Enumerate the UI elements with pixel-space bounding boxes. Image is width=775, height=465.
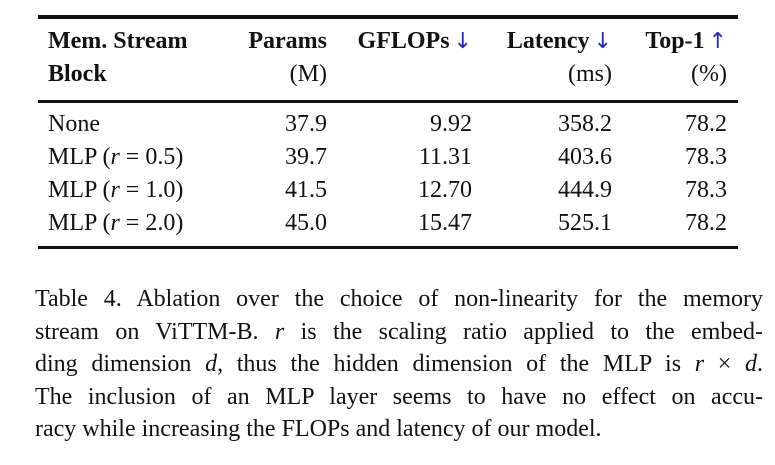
table-row: MLP (r = 0.5) 39.7 11.31 403.6 78.3: [38, 141, 738, 174]
label-text: = 0.5): [119, 144, 184, 170]
cell-block-label: MLP (r = 1.0): [38, 174, 238, 207]
cell-top1: 78.3: [685, 144, 727, 170]
cell-gflops: 9.92: [430, 111, 472, 137]
label-text: None: [48, 111, 100, 137]
cell-latency: 403.6: [558, 144, 612, 170]
caption-line: ding dimension d, thus the hidden dimens…: [35, 348, 763, 381]
table-caption: Table 4. Ablation over the choice of non…: [35, 283, 763, 446]
label-text: MLP (: [48, 177, 111, 203]
cell-params: 45.0: [238, 207, 327, 249]
table-row: MLP (r = 1.0) 41.5 12.70 444.9 78.3: [38, 174, 738, 207]
caption-math-var: r: [694, 351, 705, 378]
col-header-top1: Top-1 ↑: [612, 17, 738, 58]
cell-top1: 78.2: [685, 111, 727, 137]
label-text: MLP (: [48, 210, 111, 236]
col-header-latency-label: Latency: [506, 28, 590, 54]
col-header-mem-stream-label: Mem. Stream: [48, 28, 188, 54]
caption-math-var: r: [274, 318, 285, 345]
caption-text: , thus the hidden dimension of the MLP i…: [217, 351, 695, 378]
cell-top1: 78.2: [612, 207, 738, 249]
up-arrow-icon: ↑: [708, 29, 727, 54]
caption-line: stream on ViTTM-B. r is the scaling rati…: [35, 316, 763, 349]
caption-text: ding dimension: [35, 351, 206, 378]
down-arrow-icon: ↓: [453, 29, 472, 54]
col-header-block: Block: [38, 58, 238, 103]
caption-text: Table 4. Ablation over the choice of non…: [35, 286, 763, 312]
table-row: MLP (r = 2.0) 45.0 15.47 525.1 78.2: [38, 207, 738, 249]
label-var: r: [110, 144, 120, 170]
caption-text: racy while increasing the FLOPs and late…: [35, 416, 602, 443]
cell-top1: 78.3: [685, 177, 727, 203]
cell-block-label: MLP (r = 0.5): [38, 141, 238, 174]
ablation-table: Mem. Stream Params GFLOPs ↓ Latency ↓ Top-…: [38, 15, 738, 249]
cell-latency: 358.2: [558, 111, 612, 137]
cell-gflops: 11.31: [418, 144, 472, 170]
cell-latency: 525.1: [472, 207, 612, 249]
caption-line: Table 4. Ablation over the choice of non…: [35, 283, 763, 316]
caption-times-operator: ×: [704, 351, 746, 378]
params-unit: (M): [238, 58, 327, 103]
cell-params: 41.5: [285, 177, 327, 203]
header-row-1: Mem. Stream Params GFLOPs ↓ Latency ↓ Top-…: [38, 17, 738, 58]
col-header-params-label: Params: [248, 28, 327, 54]
col-header-params: Params: [238, 17, 327, 58]
cell-block-label: None: [38, 102, 238, 142]
caption-line: The inclusion of an MLP layer seems to h…: [35, 381, 763, 414]
label-var: r: [110, 210, 120, 236]
col-header-mem-stream: Mem. Stream: [38, 17, 238, 58]
cell-gflops: 12.70: [418, 177, 472, 203]
caption-text: stream on ViTTM-B.: [35, 318, 275, 345]
caption-text: The inclusion of an MLP layer seems to h…: [35, 383, 763, 410]
cell-gflops: 15.47: [327, 207, 472, 249]
gflops-unit-empty: [327, 58, 472, 103]
header-row-2: Block (M) (ms) (%): [38, 58, 738, 103]
caption-math-var: d: [205, 351, 218, 378]
col-header-latency: Latency ↓: [472, 17, 612, 58]
top1-unit: (%): [612, 58, 738, 103]
label-text: = 2.0): [119, 210, 184, 236]
cell-params: 39.7: [285, 144, 327, 170]
caption-text: .: [757, 351, 764, 378]
cell-latency: 444.9: [558, 177, 612, 203]
table-row: None 37.9 9.92 358.2 78.2: [38, 102, 738, 142]
label-text: MLP (: [48, 144, 111, 170]
col-header-gflops: GFLOPs ↓: [327, 17, 472, 58]
latency-unit: (ms): [472, 58, 612, 103]
caption-line: racy while increasing the FLOPs and late…: [35, 413, 763, 446]
col-header-top1-label: Top-1: [645, 28, 705, 54]
col-header-gflops-label: GFLOPs: [357, 28, 450, 54]
cell-block-label: MLP (r = 2.0): [38, 207, 238, 249]
label-text: = 1.0): [119, 177, 184, 203]
cell-params: 37.9: [285, 111, 327, 137]
label-var: r: [110, 177, 120, 203]
caption-text: is the scaling ratio applied to the embe…: [284, 318, 763, 345]
down-arrow-icon: ↓: [593, 29, 612, 54]
caption-math-var: d: [745, 351, 758, 378]
